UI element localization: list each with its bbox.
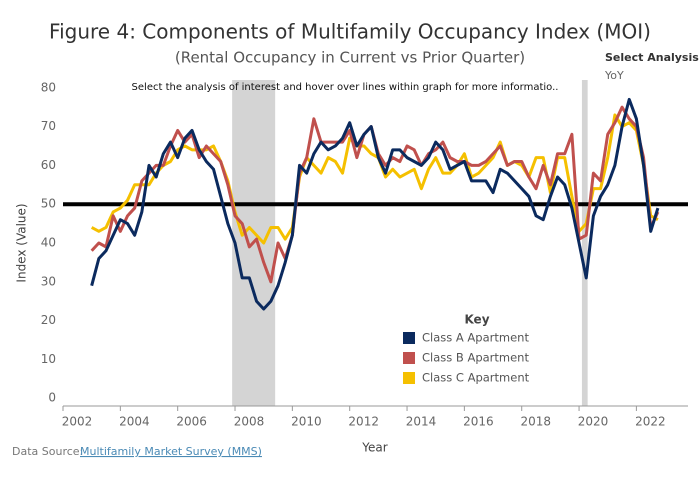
- y-tick-label: 20: [41, 313, 56, 327]
- footer-label: Data Source:: [12, 445, 83, 458]
- x-tick-label: 2006: [176, 415, 207, 429]
- chart-subtitle: (Rental Occupancy in Current vs Prior Qu…: [175, 49, 525, 67]
- x-tick-label: 2008: [234, 415, 265, 429]
- x-axis-label: Year: [361, 441, 387, 455]
- footer-link[interactable]: Multifamily Market Survey (MMS): [80, 445, 262, 458]
- annotation: Select the analysis of interest and hove…: [132, 82, 559, 93]
- y-tick-label: 30: [41, 274, 56, 288]
- y-tick-label: 80: [41, 80, 56, 94]
- y-tick-label: 0: [48, 391, 56, 405]
- control-value[interactable]: YoY: [604, 69, 624, 82]
- legend-swatch: [403, 332, 415, 344]
- x-tick-label: 2004: [119, 415, 150, 429]
- x-tick-label: 2018: [520, 415, 551, 429]
- legend-label: Class B Apartment: [422, 351, 529, 365]
- legend-label: Class C Apartment: [422, 371, 530, 385]
- x-tick-label: 2010: [291, 415, 322, 429]
- series-line: [90, 97, 660, 311]
- y-tick-label: 70: [41, 119, 56, 133]
- y-axis-label: Index (Value): [15, 203, 29, 282]
- x-tick-label: 2022: [635, 415, 666, 429]
- shaded-period: [581, 80, 588, 406]
- series-line: [90, 113, 659, 245]
- y-tick-label: 50: [41, 197, 56, 211]
- x-tick-label: 2020: [578, 415, 609, 429]
- legend-swatch: [403, 352, 415, 364]
- legend-title: Key: [464, 313, 489, 327]
- x-tick-label: 2002: [62, 415, 93, 429]
- legend-swatch: [403, 372, 415, 384]
- x-tick-label: 2016: [463, 415, 494, 429]
- legend-label: Class A Apartment: [422, 331, 529, 345]
- control-label: Select Analysis: [605, 51, 699, 64]
- y-tick-label: 10: [41, 352, 56, 366]
- y-tick-label: 60: [41, 158, 56, 172]
- y-tick-label: 40: [41, 236, 56, 250]
- x-tick-label: 2012: [348, 415, 379, 429]
- plot-area: 0 10 20 30 40 50 60 70 80 2002 2004 2006 2008 2010 201…: [15, 80, 688, 455]
- chart-title: Figure 4: Components of Multifamily Occu…: [49, 20, 651, 44]
- x-tick-label: 2014: [406, 415, 437, 429]
